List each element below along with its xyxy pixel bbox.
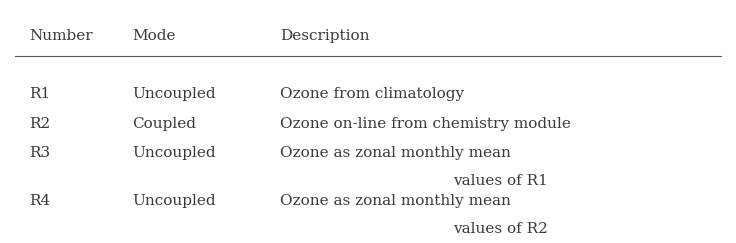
Text: Ozone as zonal monthly mean: Ozone as zonal monthly mean (280, 194, 511, 208)
Text: R3: R3 (29, 146, 51, 160)
Text: Ozone as zonal monthly mean: Ozone as zonal monthly mean (280, 146, 511, 160)
Text: R2: R2 (29, 117, 51, 131)
Text: R1: R1 (29, 87, 51, 102)
Text: values of R2: values of R2 (453, 222, 548, 236)
Text: Mode: Mode (132, 29, 176, 43)
Text: Ozone on-line from chemistry module: Ozone on-line from chemistry module (280, 117, 570, 131)
Text: Uncoupled: Uncoupled (132, 146, 216, 160)
Text: Uncoupled: Uncoupled (132, 87, 216, 102)
Text: values of R1: values of R1 (453, 174, 548, 188)
Text: Ozone from climatology: Ozone from climatology (280, 87, 464, 102)
Text: Description: Description (280, 29, 369, 43)
Text: Coupled: Coupled (132, 117, 197, 131)
Text: Number: Number (29, 29, 93, 43)
Text: Uncoupled: Uncoupled (132, 194, 216, 208)
Text: R4: R4 (29, 194, 51, 208)
